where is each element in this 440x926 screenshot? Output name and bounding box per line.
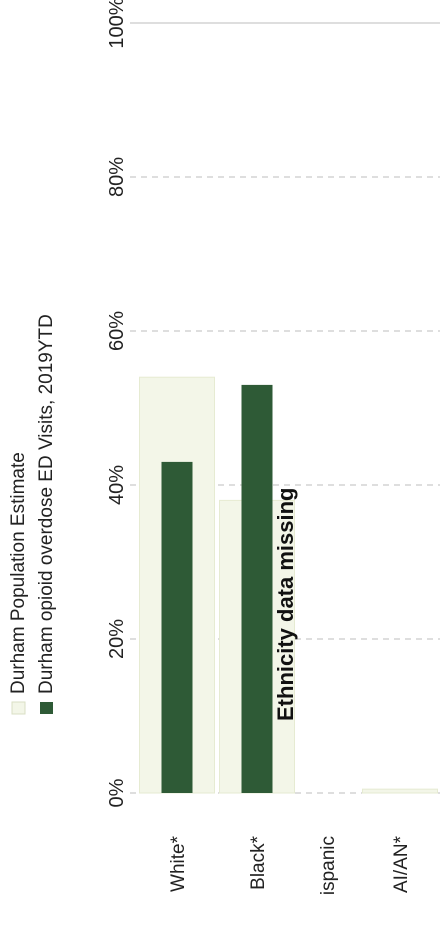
category-label: White* [168,835,189,892]
bar-ed-visits [241,384,273,793]
legend: Durham Population Estimate Durham opioid… [8,314,57,715]
missing-data-annotation: Ethnicity data missing [273,488,298,722]
legend-label-ed-visits: Durham opioid overdose ED Visits, 2019YT… [36,314,57,694]
legend-swatch-population [11,701,26,715]
bars [139,376,438,794]
bar-ed-visits [161,461,193,793]
category-labels: White* Black* ispanic AI/AN* [168,835,412,895]
bar-population [362,788,438,794]
x-tick-label: 20% [106,619,128,659]
x-tick-label: 80% [106,157,128,197]
x-tick-label: 40% [106,465,128,505]
category-label: AI/AN* [391,835,412,893]
x-tick-label: 100% [106,0,128,49]
category-label: ispanic [318,836,339,895]
x-tick-label: 60% [106,311,128,351]
plot-rotated-group: 0% 20% 40% 60% 80% 100% White* Black* ispanic AI… [8,0,440,895]
legend-swatch-ed-visits [40,702,53,714]
legend-label-population: Durham Population Estimate [8,452,29,694]
category-label: Black* [248,835,269,889]
x-tick-labels: 0% 20% 40% 60% 80% 100% [106,0,128,807]
x-tick-label: 0% [106,778,128,807]
